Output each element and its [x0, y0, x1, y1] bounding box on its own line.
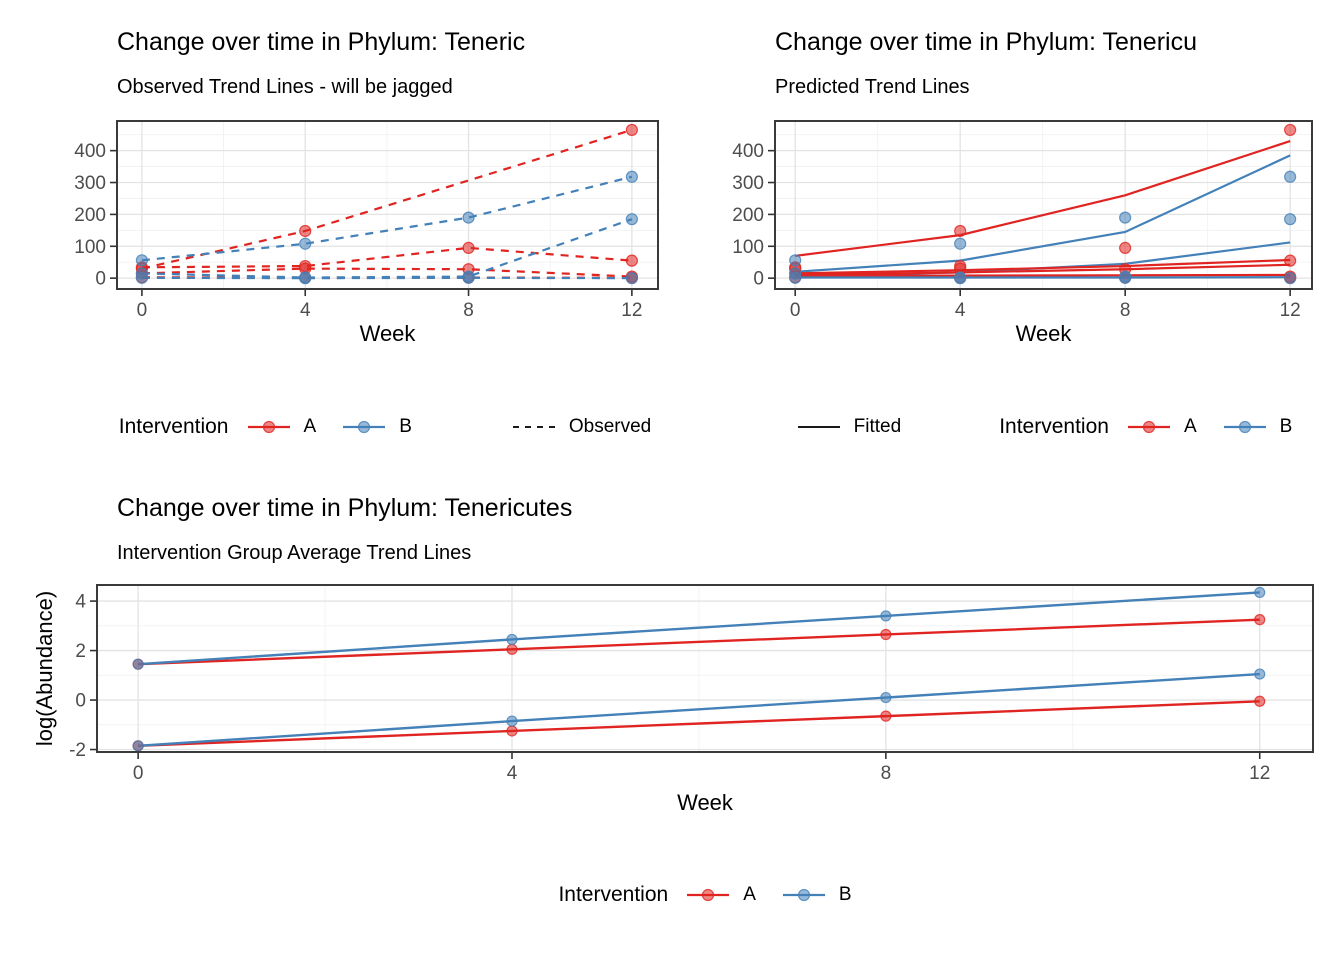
predicted-chart-plot: 0 4 8 12 0 100 200 300 400 Week: [713, 110, 1344, 360]
average-chart-subtitle: Intervention Group Average Trend Lines: [117, 542, 472, 564]
legend-key-intervention-a-icon: [245, 415, 293, 439]
legend-key-intervention-b-icon: [1221, 415, 1269, 439]
observed-plot-svg: 0 4 8 12 0 100 200 300 400 Week: [74, 120, 659, 346]
svg-text:0: 0: [95, 269, 106, 290]
svg-text:0: 0: [137, 300, 148, 321]
legend-title: Intervention: [999, 415, 1109, 438]
svg-text:Week: Week: [1016, 321, 1073, 346]
legend-label-intervention-a: A: [743, 884, 756, 905]
legend-label-intervention-b: B: [838, 884, 852, 905]
svg-text:8: 8: [881, 763, 892, 784]
legend-label-intervention-a: A: [303, 416, 317, 437]
svg-text:12: 12: [1249, 763, 1270, 784]
svg-text:300: 300: [74, 173, 106, 194]
svg-text:4: 4: [300, 300, 311, 321]
svg-text:12: 12: [621, 300, 642, 321]
legend-spacer: [436, 427, 510, 428]
predicted-chart-subtitle: Predicted Trend Lines: [775, 76, 970, 98]
predicted-chart-title: Change over time in Phylum: Tenericu: [775, 28, 1197, 56]
observed-chart-title: Change over time in Phylum: Teneric: [117, 28, 526, 56]
predicted-plot-svg: 0 4 8 12 0 100 200 300 400 Week: [732, 120, 1313, 346]
legend-key-intervention-b-icon: [780, 883, 828, 907]
legend-spacer: [925, 427, 999, 428]
average-chart-title: Change over time in Phylum: Tenericutes: [117, 494, 573, 522]
legend-key-intervention-b-icon: [340, 415, 388, 439]
svg-text:0: 0: [790, 300, 801, 321]
svg-text:0: 0: [753, 269, 764, 290]
svg-text:8: 8: [463, 300, 474, 321]
legend-label-intervention-a: A: [1183, 416, 1197, 437]
observed-chart-subtitle: Observed Trend Lines - will be jagged: [117, 76, 453, 98]
svg-text:100: 100: [74, 237, 106, 258]
svg-text:4: 4: [507, 763, 518, 784]
average-chart-plot: 0 4 8 12 -2 0 2 4 Week log(Abundance): [30, 575, 1344, 825]
legend-key-intervention-a-icon: [1125, 415, 1173, 439]
svg-text:200: 200: [732, 205, 764, 226]
svg-text:2: 2: [75, 641, 86, 662]
legend-label-intervention-b: B: [1279, 416, 1293, 437]
legend-key-fitted-linetype-icon: [795, 415, 843, 439]
average-plot-svg: 0 4 8 12 -2 0 2 4 Week log(Abundance): [32, 584, 1314, 815]
legend-key-intervention-a-icon: [684, 883, 732, 907]
svg-text:12: 12: [1280, 300, 1301, 321]
svg-text:400: 400: [732, 141, 764, 162]
svg-text:Week: Week: [360, 321, 417, 346]
legend-key-observed-linetype-icon: [510, 415, 558, 439]
observed-chart-plot: 0 4 8 12 0 100 200 300 400 Week: [55, 110, 675, 360]
legend-title: Intervention: [118, 415, 229, 438]
svg-text:-2: -2: [69, 740, 86, 761]
svg-text:200: 200: [74, 205, 106, 226]
svg-text:400: 400: [74, 141, 106, 162]
svg-text:4: 4: [75, 592, 86, 613]
legend-label-fitted: Fitted: [853, 416, 902, 437]
svg-text:Week: Week: [677, 790, 734, 815]
svg-text:300: 300: [732, 173, 764, 194]
svg-text:4: 4: [955, 300, 966, 321]
legend-label-observed: Observed: [568, 416, 652, 437]
svg-text:0: 0: [75, 691, 86, 712]
legend-title: Intervention: [558, 883, 669, 906]
svg-text:8: 8: [1120, 300, 1131, 321]
svg-text:100: 100: [732, 237, 764, 258]
svg-text:0: 0: [133, 763, 144, 784]
svg-text:log(Abundance): log(Abundance): [32, 591, 57, 746]
legend-label-intervention-b: B: [399, 416, 412, 437]
average-legend: Intervention A B: [48, 878, 1344, 912]
predicted-legend: Fitted Intervention A B: [728, 410, 1344, 444]
observed-legend: Intervention A B Observed: [75, 410, 695, 444]
